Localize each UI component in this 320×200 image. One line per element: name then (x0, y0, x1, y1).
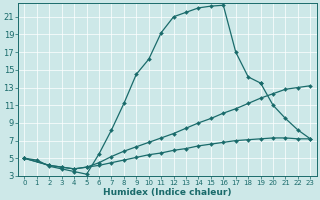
X-axis label: Humidex (Indice chaleur): Humidex (Indice chaleur) (103, 188, 232, 197)
